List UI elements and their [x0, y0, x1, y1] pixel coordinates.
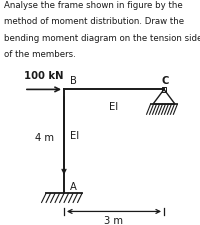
- Text: 3 m: 3 m: [104, 215, 123, 225]
- Text: of the members.: of the members.: [4, 50, 76, 59]
- Text: B: B: [70, 76, 77, 86]
- Text: method of moment distribution. Draw the: method of moment distribution. Draw the: [4, 17, 184, 26]
- Text: 100 kN: 100 kN: [24, 71, 64, 81]
- Text: EI: EI: [109, 101, 119, 111]
- Text: C: C: [162, 76, 169, 86]
- Text: A: A: [70, 181, 77, 191]
- Text: 4 m: 4 m: [35, 132, 54, 142]
- Text: Analyse the frame shown in figure by the: Analyse the frame shown in figure by the: [4, 1, 183, 10]
- Text: bending moment diagram on the tension side: bending moment diagram on the tension si…: [4, 34, 200, 43]
- Text: EI: EI: [70, 130, 79, 140]
